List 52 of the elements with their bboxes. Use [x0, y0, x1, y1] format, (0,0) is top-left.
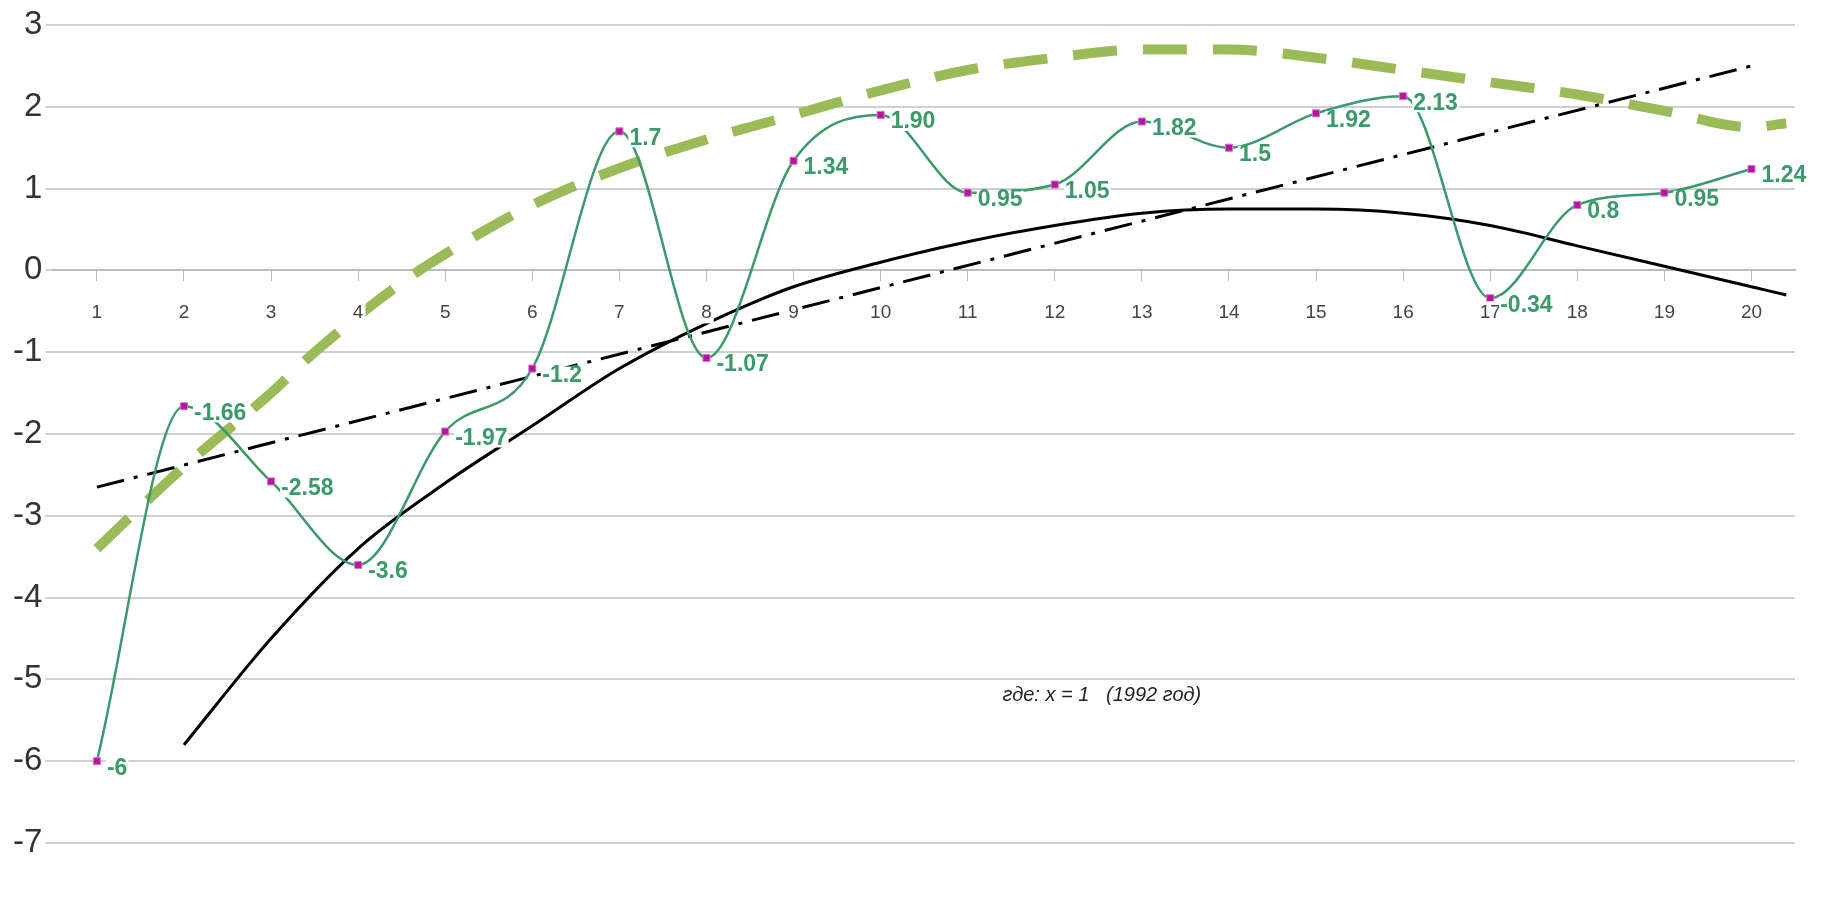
x-tick-label: 17: [1479, 300, 1501, 322]
y-tick-label: 1: [23, 167, 43, 205]
x-tick-label: 9: [788, 300, 799, 322]
data-label: 1.05: [1064, 176, 1110, 203]
x-tick-label: 11: [957, 300, 978, 322]
y-tick-label: -7: [13, 822, 43, 860]
data-label: 1.82: [1151, 113, 1197, 140]
x-tick-label: 12: [1044, 300, 1066, 322]
x-tick-label: 4: [352, 300, 364, 322]
annotation: где: x = 1 (1992 год): [1002, 683, 1202, 706]
data-label: -0.34: [1500, 290, 1553, 317]
data-label: 1.92: [1326, 105, 1371, 132]
x-tick-label: 19: [1653, 300, 1675, 322]
data-label: 1.5: [1238, 140, 1272, 167]
data-label: -1.07: [716, 350, 769, 377]
x-tick-label: 1: [91, 300, 103, 322]
x-tick-label: 18: [1566, 300, 1588, 322]
y-tick-label: -6: [13, 740, 43, 778]
y-tick-label: -2: [13, 413, 43, 451]
y-tick-label: -1: [13, 331, 43, 369]
y-tick-label: -5: [13, 658, 43, 696]
x-tick-label: 15: [1305, 300, 1327, 322]
data-label: 0.95: [977, 185, 1023, 212]
data-label: -1.66: [193, 398, 247, 425]
y-tick-label: 0: [23, 249, 43, 287]
x-tick-label: 8: [701, 300, 712, 322]
data-label: 1.24: [1761, 161, 1807, 188]
x-tick-label: 5: [439, 300, 451, 322]
data-label: 1.7: [629, 123, 662, 150]
x-tick-label: 13: [1131, 300, 1153, 322]
data-label: -1.2: [542, 360, 582, 387]
y-tick-label: 2: [23, 85, 43, 123]
x-tick-label: 14: [1218, 300, 1240, 322]
data-label: -2.58: [281, 473, 334, 500]
x-tick-label: 2: [178, 300, 190, 322]
x-tick-label: 20: [1740, 300, 1763, 322]
data-label: 0.95: [1674, 185, 1720, 212]
x-tick-label: 10: [870, 300, 892, 322]
x-tick-label: 6: [527, 300, 538, 322]
x-tick-label: 16: [1392, 300, 1414, 322]
x-tick-label: 3: [265, 300, 277, 322]
data-label: 1.34: [803, 153, 849, 180]
data-label: -6: [106, 753, 128, 780]
y-tick-label: 3: [23, 4, 43, 42]
data-label: 0.8: [1587, 197, 1620, 224]
data-label: 1.90: [890, 107, 936, 134]
y-tick-label: -3: [13, 494, 43, 532]
data-label: 2.13: [1413, 88, 1458, 115]
y-tick-label: -4: [13, 576, 43, 614]
x-tick-label: 7: [614, 300, 625, 322]
data-label: -1.97: [455, 423, 508, 450]
data-label: -3.6: [368, 557, 408, 584]
